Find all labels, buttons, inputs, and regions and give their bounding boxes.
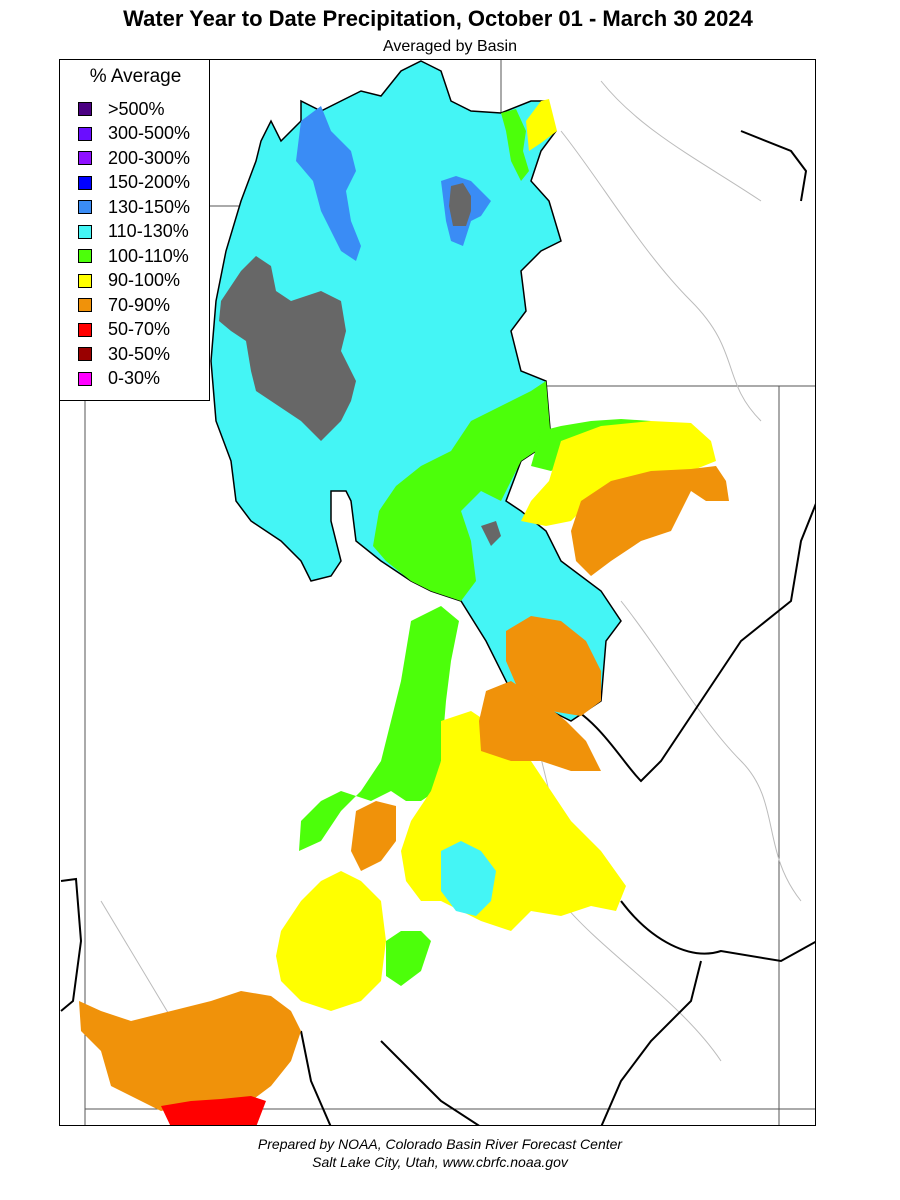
legend-label: 300-500% [108,123,191,143]
legend-item: >500% [78,98,165,120]
legend-item: 300-500% [78,123,190,145]
precipitation-map [59,59,816,1126]
legend-swatch [78,200,92,214]
region-70-90-west [351,801,396,871]
region-90-100-east [521,421,716,526]
region-100-110-midwest [299,606,459,851]
legend-label: 200-300% [108,147,191,168]
legend-item: 110-130% [78,221,189,243]
region-100-110-central [373,381,551,601]
map-subtitle: Averaged by Basin [382,38,517,55]
no-data-lake-north [449,183,471,226]
legend-label: 70-90% [108,294,171,315]
region-70-90-south [79,991,301,1111]
legend-item: 70-90% [78,294,170,316]
footer-location: Salt Lake City, Utah, www.cbrfc.noaa.gov [312,1154,568,1170]
region-70-90-east [571,466,729,576]
legend-item: 50-70% [78,319,170,341]
region-90-100-northeast [526,99,557,151]
legend-item: 200-300% [78,147,190,169]
no-data-lake-large [219,256,356,441]
legend-swatch [78,126,92,141]
region-100-110-south [386,931,431,986]
legend-item: 130-150% [78,196,190,218]
region-70-90-center [506,616,601,716]
map-title: Water Year to Date Precipitation, Octobe… [123,6,753,31]
legend-label: 50-70% [108,319,171,339]
legend-label: 100-110% [108,245,189,266]
legend-swatch [78,322,92,337]
legend-label: >500% [108,98,165,119]
region-70-90-mid [479,681,601,771]
region-110-130-south [441,841,496,916]
legend-label: 150-200% [108,172,191,192]
legend-label: 90-100% [108,270,181,290]
legend-swatch [78,151,92,165]
legend-item: 90-100% [78,270,180,292]
legend-item: 150-200% [78,172,190,194]
legend-label: 130-150% [108,196,191,217]
legend-swatch [78,102,92,116]
legend-swatch [78,298,92,312]
legend-label: 0-30% [108,368,161,388]
legend-swatch [78,347,92,361]
legend-swatch [78,175,92,190]
region-130-150-west [296,106,361,261]
legend-title: % Average [89,66,182,87]
legend-label: 110-130% [108,221,189,241]
legend: % Average >500% 300-500% 200-300% 150-200% 1… [59,59,210,401]
no-data-small-1 [481,521,501,546]
legend-item: 100-110% [78,245,189,267]
footer-credit: Prepared by NOAA, Colorado Basin River F… [257,1136,623,1152]
region-50-70-south [161,1096,266,1125]
legend-item: 30-50% [78,343,170,365]
legend-label: 30-50% [108,343,171,364]
legend-item: 0-30% [78,368,160,390]
region-90-100-southwest [276,871,386,1011]
legend-swatch [78,224,92,239]
legend-swatch [78,371,92,386]
legend-swatch [78,273,92,288]
region-100-110-north [501,109,529,181]
legend-swatch [78,249,92,263]
